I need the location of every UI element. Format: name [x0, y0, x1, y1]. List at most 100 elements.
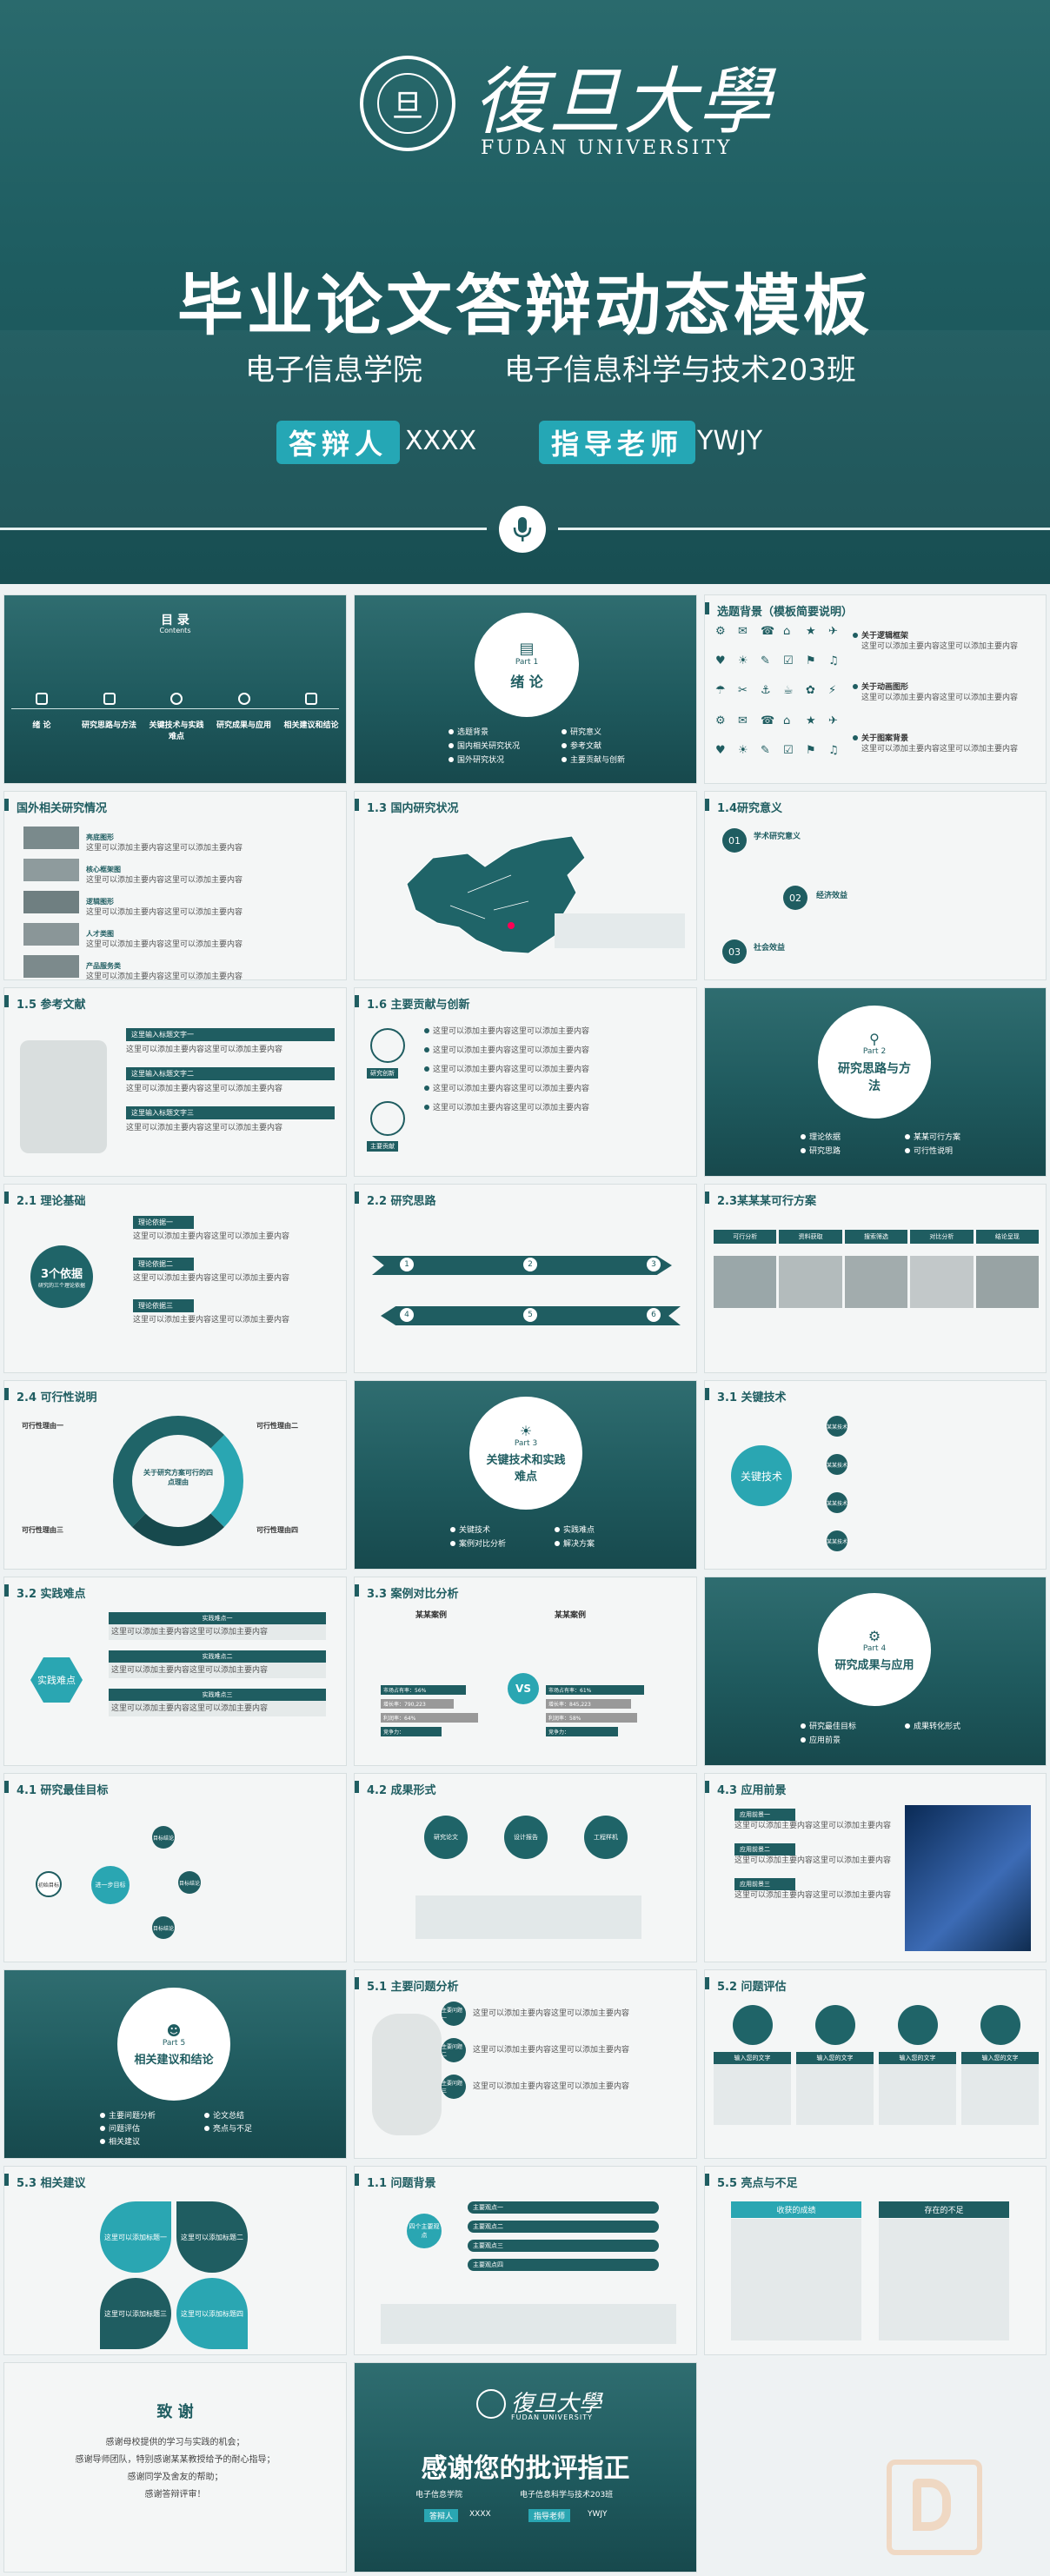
toc-item[interactable]: 研究思路与方法 — [79, 693, 140, 741]
title-bar — [355, 1584, 359, 1597]
shortcomings-body — [879, 2219, 1009, 2340]
part3-circle: ☀ Part 3 关键技术和实践难点 — [469, 1397, 582, 1510]
money-icon — [897, 2005, 938, 2045]
slide-title: 5.3 相关建议 — [17, 2177, 86, 2190]
title-bar — [705, 1388, 709, 1400]
part1-list: 选题背景 研究意义 国内相关研究状况 参考文献 国外研究状况 主要贡献与创新 — [449, 726, 675, 765]
toc-item[interactable]: 研究成果与应用 — [214, 693, 275, 741]
goal-end: 目标结论 — [178, 1871, 201, 1894]
slide-part5[interactable]: ☻ Part 5 相关建议和结论 主要问题分析 论文总结 问题评估 亮点与不足 相关… — [3, 1969, 347, 2159]
toc-line — [11, 708, 339, 709]
toc-title: 目 录 — [161, 614, 189, 627]
slide-case-compare[interactable]: 3.3 案例对比分析 某某案例 某某案例 VS 市场占有率：56% 增长率：79… — [354, 1577, 697, 1766]
slide-goal[interactable]: 4.1 研究最佳目标 初始目标 进一步目标 目标结论 目标结论 目标结论 — [3, 1773, 347, 1962]
part-number: Part 1 — [515, 657, 539, 667]
slide-title: 1.5 参考文献 — [17, 999, 86, 1012]
slide-feasibility[interactable]: 2.4 可行性说明 关于研究方案可行的四点理由 可行性理由一 可行性理由二 可行… — [3, 1380, 347, 1570]
slide-part3[interactable]: ☀ Part 3 关键技术和实践难点 关键技术 实践难点 案例对比分析 解决方案 — [354, 1380, 697, 1570]
slide-plan[interactable]: 2.3某某某可行方案 可行分析 资料获取 搜索筛选 对比分析 结论呈现 — [704, 1184, 1047, 1373]
cover-divider-right — [558, 528, 1050, 530]
slide-assessment[interactable]: 5.2 问题评估 输入您的文字 输入您的文字 输入您的文字 输入您的文字 — [704, 1969, 1047, 2159]
slide-part2[interactable]: ⚲ Part 2 研究思路与方法 理论依据 某某可行方案 研究思路 可行性说明 — [704, 987, 1047, 1177]
slide-title: 1.1 问题背景 — [367, 2177, 436, 2190]
chart-icon — [732, 2005, 773, 2045]
idea-nums-top: 1 2 3 — [400, 1258, 661, 1271]
toc-item[interactable]: 绪 论 — [11, 693, 72, 741]
slide-difficulty[interactable]: 3.2 实践难点 实践难点 实践难点一 这里可以添加主要内容这里可以添加主要内容 … — [3, 1577, 347, 1766]
toc-subtitle: Contents — [159, 627, 191, 634]
slide-problem[interactable]: 5.1 主要问题分析 主要问题一 这里可以添加主要内容这里可以添加主要内容 主要问… — [354, 1969, 697, 2159]
fudan-seal-logo — [476, 2389, 506, 2419]
slide-contribution[interactable]: 1.6 主要贡献与创新 研究创新 主要贡献 这里可以添加主要内容这里可以添加主要… — [354, 987, 697, 1177]
slide-references[interactable]: 1.5 参考文献 这里输入标题文字一 这里可以添加主要内容这里可以添加主要内容 这… — [3, 987, 347, 1177]
title-bar — [355, 1192, 359, 1204]
title-bar — [4, 799, 9, 811]
cover-slide[interactable]: 旦 復旦大學 FUDAN UNIVERSITY 毕业论文答辩动态模板 电子信息学… — [0, 0, 1050, 584]
toc-icon — [36, 693, 48, 705]
vs-badge: VS — [508, 1673, 539, 1704]
closing-advisor-label: 指导老师 — [528, 2509, 571, 2522]
toc-item[interactable]: 相关建议和结论 — [281, 693, 342, 741]
title-bar — [705, 2174, 709, 2186]
contrib-list: 这里可以添加主要内容这里可以添加主要内容 这里可以添加主要内容这里可以添加主要内… — [424, 1026, 685, 1113]
lightbulb-icon — [370, 1028, 405, 1063]
slide-significance[interactable]: 1.4研究意义 01 学术研究意义 02 经济效益 03 社会效益 — [704, 791, 1047, 980]
keytech-node: 某某技术 — [827, 1530, 847, 1551]
title-bar — [705, 1192, 709, 1204]
closing-logo-english: FUDAN UNIVERSITY — [511, 2413, 593, 2421]
slide-title: 2.4 可行性说明 — [17, 1391, 97, 1404]
part4-circle: ⚙ Part 4 研究成果与应用 — [818, 1593, 931, 1706]
slide-research-idea[interactable]: 2.2 研究思路 1 2 3 4 5 6 — [354, 1184, 697, 1373]
viewpoint-center: 四个主要观点 — [407, 2214, 442, 2248]
slide-contents[interactable]: 目 录 Contents 绪 论 研究思路与方法 关键技术与实践难点 研究成果与… — [3, 594, 347, 784]
left-bars: 市场占有率：56% 增长率：790,223 利润率：64% 竞争力： — [381, 1685, 502, 1736]
slide-foreign[interactable]: 国外相关研究情况 亮底图形 这里可以添加主要内容这里可以添加主要内容 核心框架图这… — [3, 791, 347, 980]
slide-prospect[interactable]: 4.3 应用前景 应用前景一 这里可以添加主要内容这里可以添加主要内容 应用前景二… — [704, 1773, 1047, 1962]
part5-list: 主要问题分析 论文总结 问题评估 亮点与不足 相关建议 — [100, 2109, 309, 2147]
number-badge: 01 — [722, 828, 747, 853]
slide-part1[interactable]: ▤ Part 1 绪 论 选题背景 研究意义 国内相关研究状况 参考文献 国外研究状… — [354, 594, 697, 784]
thanks-lines: 感谢母校提供的学习与实践的机会； 感谢导师团队，特别感谢某某教授给予的耐心指导；感… — [75, 2438, 276, 2500]
foreign-list: 亮底图形 这里可以添加主要内容这里可以添加主要内容 核心框架图 这里可以添加主要内容… — [23, 827, 336, 979]
slide-title: 4.3 应用前景 — [717, 1784, 787, 1797]
toc-icon — [237, 693, 250, 705]
feasibility-center: 关于研究方案可行的四点理由 — [143, 1469, 213, 1486]
people-icon — [814, 2005, 855, 2045]
slide-advice[interactable]: 5.3 相关建议 这里可以添加标题一 这里可以添加标题二 这里可以添加标题三 这… — [3, 2166, 347, 2355]
plan-steps: 可行分析 资料获取 搜索筛选 对比分析 结论呈现 — [714, 1230, 1040, 1244]
slide-thanks[interactable]: 致 谢 感谢母校提供的学习与实践的机会； 感谢导师团队，特别感谢某某教授给予的耐心… — [3, 2362, 347, 2573]
title-bar — [705, 799, 709, 811]
title-bar — [355, 1781, 359, 1793]
closing-logo-chinese: 復旦大學 — [511, 2391, 602, 2417]
slide-pros-cons[interactable]: 5.5 亮点与不足 收获的成绩 存在的不足 — [704, 2166, 1047, 2355]
advice-quad: 这里可以添加标题一 这里可以添加标题二 这里可以添加标题三 这里可以添加标题四 — [100, 2201, 248, 2349]
difficulty-hexagon: 实践难点 — [30, 1657, 83, 1703]
slide-background[interactable]: 选题背景（模板简要说明） ⚙ ✉ ☎ ⌂ ★ ✈ ♥ ☀ ✎ ☑ ⚑ ♫ ☂ ✂ ⚓ ☕ ✿ ⚡ ⚙ ✉ ☎ ⌂ ★ ✈… — [704, 594, 1047, 784]
slide-keytech[interactable]: 3.1 关键技术 关键技术 某某技术 某某技术 某某技术 某某技术 — [704, 1380, 1047, 1570]
toc-item[interactable]: 关键技术与实践难点 — [146, 693, 207, 741]
part-name: 绪 论 — [510, 673, 543, 690]
title-bar — [355, 2174, 359, 2186]
plan-photos — [714, 1256, 1040, 1308]
title-bar — [4, 1192, 9, 1204]
slide-problem-background[interactable]: 1.1 问题背景 四个主要观点 主要观点一 主要观点二 主要观点三 主要观点四 — [354, 2166, 697, 2355]
bg-points: 关于逻辑框架 这里可以添加主要内容这里可以添加主要内容 关于动画图形 这里可以添加主… — [853, 625, 1040, 754]
bulb-icon — [370, 1101, 405, 1136]
magnifier-icon: ⚲ — [869, 1030, 880, 1047]
slide-closing[interactable]: 復旦大學 FUDAN UNIVERSITY 感谢您的批评指正 电子信息学院 电子… — [354, 2362, 697, 2573]
slide-theory[interactable]: 2.1 理论基础 3个依据 研究的三个理论依据 理论依据一 这里可以添加主要内容这… — [3, 1184, 347, 1373]
fudan-logo-english: FUDAN UNIVERSITY — [481, 137, 733, 159]
slide-result-form[interactable]: 4.2 成果形式 研究论文 设计报告 工程样机 — [354, 1773, 697, 1962]
assessment-cols: 输入您的文字 输入您的文字 输入您的文字 输入您的文字 — [714, 2005, 1039, 2125]
part2-circle: ⚲ Part 2 研究思路与方法 — [818, 1006, 931, 1119]
slide-domestic[interactable]: 1.3 国内研究状况 — [354, 791, 697, 980]
slide-title: 选题背景（模板简要说明） — [717, 606, 854, 619]
theory-center: 3个依据 研究的三个理论依据 — [30, 1245, 93, 1308]
title-bar — [4, 995, 9, 1007]
slide-part4[interactable]: ⚙ Part 4 研究成果与应用 研究最佳目标 成果转化形式 应用前景 — [704, 1577, 1047, 1766]
part4-list: 研究最佳目标 成果转化形式 应用前景 — [801, 1720, 1009, 1745]
cover-title: 毕业论文答辩动态模板 — [177, 267, 873, 344]
shortcomings-header: 存在的不足 — [879, 2201, 1009, 2218]
defender-label: 答辩人 — [276, 421, 401, 464]
slide-title: 国外相关研究情况 — [17, 802, 108, 815]
